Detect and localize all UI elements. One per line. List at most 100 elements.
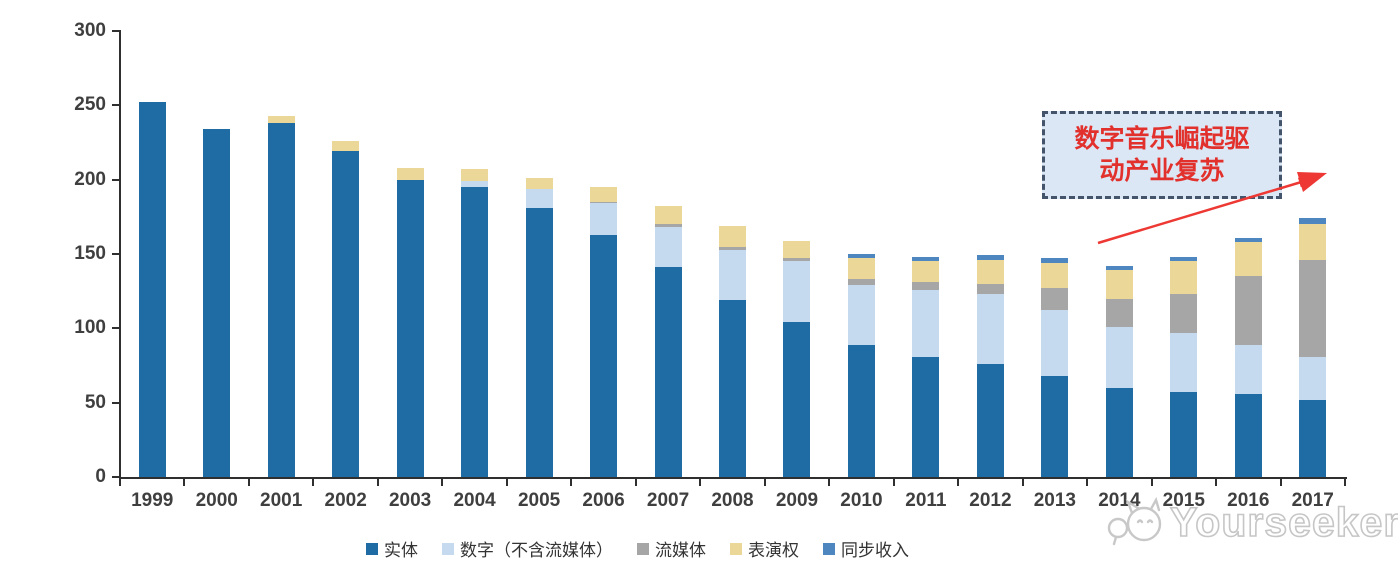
- bar-segment-2010: [847, 344, 875, 477]
- x-axis-tick: [763, 477, 766, 486]
- bar-segment-2009: [783, 261, 811, 323]
- bar-segment-2007: [654, 227, 682, 268]
- bar-segment-2010: [847, 258, 875, 280]
- bar-segment-2016: [1234, 237, 1262, 243]
- bar-segment-2007: [654, 267, 682, 477]
- bar-segment-2010: [847, 285, 875, 345]
- bar-segment-2006: [590, 201, 618, 204]
- x-axis-label: 2007: [646, 490, 690, 511]
- bar-segment-2015: [1170, 294, 1198, 333]
- bar-segment-2016: [1234, 276, 1262, 345]
- legend-swatch-icon: [366, 542, 378, 555]
- x-axis-tick: [183, 477, 186, 486]
- y-axis-tick: [112, 476, 120, 478]
- y-axis-tick: [112, 178, 120, 181]
- y-axis-label: 250: [74, 94, 106, 116]
- annotation-text-line1: 数字音乐崛起驱: [1074, 124, 1250, 153]
- x-axis-label: 2000: [195, 490, 238, 511]
- bar-segment-2017: [1299, 224, 1327, 260]
- bar-segment-2013: [1041, 262, 1069, 289]
- x-axis-tick: [570, 477, 573, 486]
- x-axis-tick: [1086, 477, 1089, 486]
- bar-segment-2003: [396, 179, 424, 477]
- bar-segment-2007: [654, 224, 682, 228]
- legend-item: 流媒体: [637, 536, 706, 561]
- legend-label: 表演权: [748, 541, 799, 560]
- x-axis-tick: [1279, 477, 1282, 486]
- y-axis-tick: [112, 253, 120, 255]
- y-axis-label: 200: [74, 168, 106, 190]
- bar-segment-2016: [1234, 344, 1262, 394]
- x-axis-tick: [1021, 477, 1024, 486]
- bar-segment-2009: [783, 258, 811, 262]
- watermark-text: Yourseeker: [1169, 498, 1398, 546]
- bar-segment-2014: [1105, 265, 1133, 271]
- legend-swatch-icon: [637, 542, 649, 555]
- bar-segment-2014: [1105, 270, 1133, 299]
- x-axis-tick: [441, 477, 444, 486]
- bar-segment-2016: [1234, 242, 1262, 277]
- bar-segment-2013: [1041, 375, 1069, 477]
- bar-segment-2012: [976, 259, 1004, 284]
- bar-segment-2006: [590, 234, 618, 477]
- x-axis-label: 2017: [1291, 490, 1334, 511]
- bar-segment-2012: [976, 364, 1004, 477]
- bar-segment-2008: [719, 249, 746, 301]
- bar-segment-2011: [912, 261, 940, 283]
- x-axis-tick: [376, 477, 379, 486]
- bar-segment-2016: [1234, 393, 1262, 477]
- y-axis-tick: [112, 30, 120, 32]
- x-axis-label: 2002: [324, 490, 367, 511]
- x-axis-label: 2009: [775, 490, 819, 511]
- y-axis-label: 300: [74, 20, 106, 41]
- x-axis-tick: [699, 477, 702, 486]
- bar-segment-2002: [332, 151, 360, 477]
- legend-swatch-icon: [730, 542, 742, 555]
- x-axis-label: 2012: [969, 490, 1012, 511]
- annotation-text-line2: 动产业复苏: [1099, 157, 1225, 185]
- bar-segment-2008: [719, 225, 746, 247]
- bar-segment-2003: [396, 167, 424, 180]
- legend-item: 同步收入: [823, 536, 909, 561]
- y-axis-tick: [112, 401, 120, 404]
- bar-segment-2004: [461, 187, 489, 477]
- bar-segment-2011: [912, 289, 940, 357]
- bar-segment-2015: [1170, 261, 1198, 295]
- bar-segment-2008: [719, 246, 746, 250]
- x-axis-tick: [1150, 477, 1153, 486]
- x-axis-label: 2005: [517, 490, 561, 511]
- y-axis-label: 100: [74, 317, 106, 339]
- bar-segment-2017: [1299, 218, 1327, 225]
- bar-segment-2005: [525, 207, 553, 477]
- y-axis-tick: [112, 327, 120, 330]
- x-axis-tick: [634, 477, 637, 486]
- y-axis-line: [119, 30, 121, 479]
- x-axis-label: 2011: [905, 490, 947, 511]
- x-axis-tick: [119, 477, 121, 486]
- x-axis-label: 2001: [260, 490, 303, 511]
- bar-segment-2017: [1299, 399, 1327, 477]
- annotation-callout: 数字音乐崛起驱 动产业复苏: [1042, 111, 1282, 199]
- legend-item: 实体: [366, 536, 418, 561]
- legend-item: 表演权: [730, 536, 799, 561]
- bar-segment-2010: [847, 279, 875, 286]
- x-axis-label: 2004: [453, 490, 496, 511]
- bar-segment-2013: [1041, 288, 1069, 311]
- bar-segment-2006: [590, 187, 618, 202]
- y-axis-tick: [112, 104, 120, 107]
- bar-segment-2002: [332, 141, 360, 152]
- bar-segment-2009: [783, 240, 811, 259]
- legend-label: 流媒体: [655, 541, 706, 560]
- bar-segment-2017: [1299, 356, 1327, 400]
- bar-segment-2014: [1105, 298, 1133, 327]
- bar-segment-2013: [1041, 310, 1069, 376]
- bar-segment-2004: [461, 181, 489, 188]
- bar-segment-2015: [1170, 256, 1198, 262]
- bar-segment-2011: [912, 282, 940, 290]
- bar-segment-2017: [1299, 259, 1327, 357]
- legend-label: 同步收入: [841, 541, 909, 560]
- bar-segment-2011: [912, 256, 940, 262]
- y-axis-label: 50: [84, 391, 106, 413]
- x-axis-label: 2010: [840, 490, 883, 511]
